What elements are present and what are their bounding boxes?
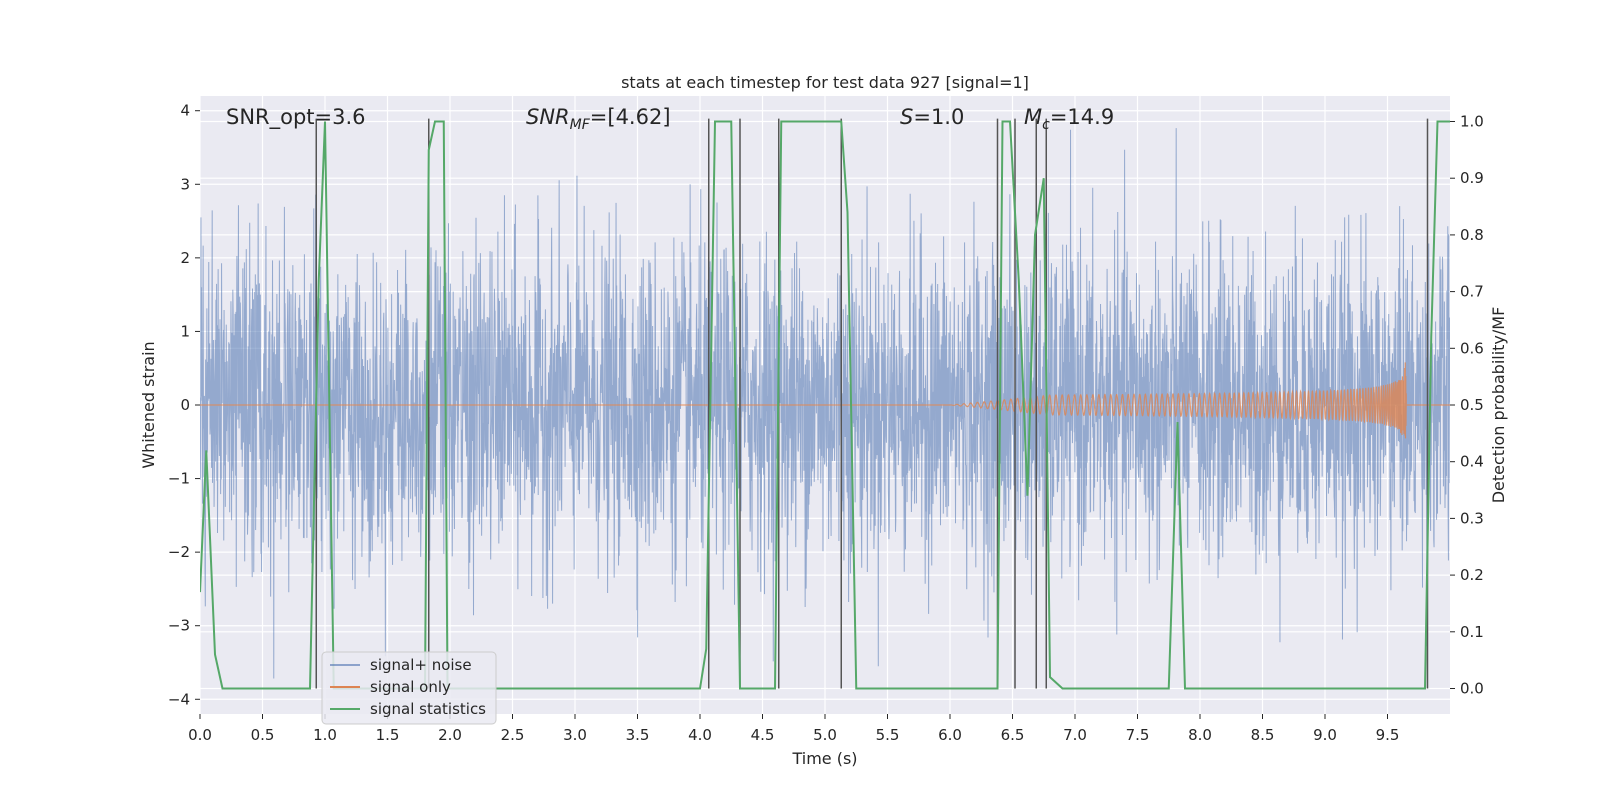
y-tick-label: −1 [168, 470, 190, 488]
y2-tick-label: 0.2 [1460, 566, 1484, 584]
y-axis-label: Whitened strain [139, 341, 158, 468]
x-tick-label: 4.5 [751, 726, 775, 744]
y-tick-label: 0 [180, 396, 190, 414]
y2-tick-label: 0.6 [1460, 339, 1484, 357]
y2-tick-label: 0.4 [1460, 453, 1484, 471]
x-tick-label: 6.5 [1001, 726, 1025, 744]
x-tick-label: 8.5 [1251, 726, 1275, 744]
y2-axis-label: Detection probability/MF [1489, 307, 1508, 504]
legend-box [321, 651, 497, 725]
legend-label-signal-noise: signal+ noise [370, 656, 472, 674]
x-tick-label: 7.0 [1063, 726, 1087, 744]
x-tick-label: 4.0 [688, 726, 712, 744]
series-layer [200, 128, 1450, 679]
mc-symbol: M [1024, 105, 1042, 129]
mc-subscript: c [1042, 117, 1050, 133]
x-axis-label: Time (s) [791, 749, 857, 768]
s-value: =1.0 [913, 105, 964, 129]
x-tick-label: 3.0 [563, 726, 587, 744]
y2-tick-label: 0.0 [1460, 679, 1484, 697]
x-tick-label: 2.0 [438, 726, 462, 744]
y-tick-label: 1 [180, 322, 190, 340]
y2-tick-label: 0.9 [1460, 169, 1484, 187]
x-tick-label: 3.5 [626, 726, 650, 744]
x-tick-label: 9.0 [1313, 726, 1337, 744]
annotation-s: S=1.0 [900, 105, 964, 129]
y2-tick-label: 0.3 [1460, 509, 1484, 527]
y-tick-label: −3 [168, 617, 190, 635]
mc-value: =14.9 [1050, 105, 1114, 129]
legend-label-signal-statistics: signal statistics [370, 700, 486, 718]
y-tick-label: −2 [168, 543, 190, 561]
snr-mf-value: =[4.62] [590, 105, 671, 129]
snr-mf-symbol: SNR [526, 105, 570, 129]
snr-mf-subscript: MF [570, 117, 591, 133]
chart-title: stats at each timestep for test data 927… [621, 73, 1029, 92]
axes: 0.0 0.5 1.0 1.5 2.0 2.5 3.0 3.5 4.0 4.5 5.0 5.5 6.0 6… [168, 102, 1484, 744]
x-tick-label: 1.5 [376, 726, 400, 744]
x-tick-label: 1.0 [313, 726, 337, 744]
series-signal-noise [200, 128, 1450, 679]
x-tick-label: 2.5 [501, 726, 525, 744]
annotation-snr-opt: SNR_opt=3.6 [226, 105, 366, 130]
y2-tick-label: 0.1 [1460, 623, 1484, 641]
x-tick-label: 7.5 [1126, 726, 1150, 744]
legend-label-signal-only: signal only [370, 678, 451, 696]
y-tick-label: 2 [180, 249, 190, 267]
y-tick-label: −4 [168, 690, 190, 708]
x-tick-label: 5.0 [813, 726, 837, 744]
legend: signal+ noise signal only signal statist… [321, 651, 497, 725]
x-tick-label: 6.0 [938, 726, 962, 744]
x-tick-label: 0.0 [188, 726, 212, 744]
y2-tick-label: 0.8 [1460, 226, 1484, 244]
y-tick-label: 4 [180, 102, 190, 120]
y2-tick-label: 0.7 [1460, 283, 1484, 301]
x-tick-label: 8.0 [1188, 726, 1212, 744]
annotation-mc: Mc=14.9 [1024, 105, 1114, 133]
y2-tick-label: 1.0 [1460, 113, 1484, 131]
y2-tick-label: 0.5 [1460, 396, 1484, 414]
annotation-snr-mf: SNRMF=[4.62] [526, 105, 671, 133]
y-tick-label: 3 [180, 175, 190, 193]
series-signal-only [200, 362, 1450, 439]
x-tick-label: 9.5 [1376, 726, 1400, 744]
s-symbol: S [900, 105, 913, 129]
x-tick-label: 0.5 [251, 726, 275, 744]
x-tick-label: 5.5 [876, 726, 900, 744]
